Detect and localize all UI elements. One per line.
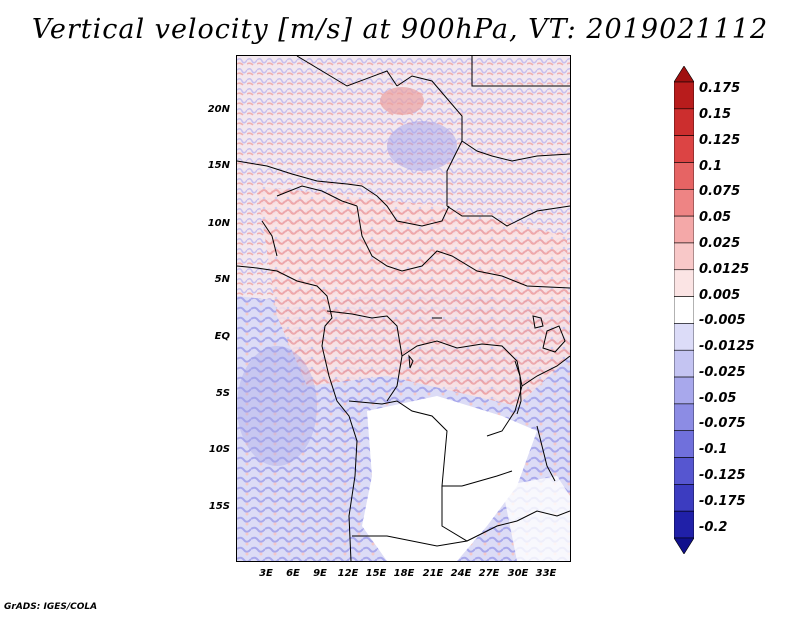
colorbar-label: 0.175 [699, 81, 741, 96]
credit-text: GrADS: IGES/COLA [4, 602, 98, 612]
colorbar-label: 0.0125 [699, 262, 750, 277]
lat-label-eq: EQ [214, 331, 230, 342]
map-canvas [236, 55, 571, 562]
colorbar-bin [674, 484, 694, 512]
colorbar-label: 0.005 [699, 288, 741, 303]
colorbar-bin [674, 296, 694, 324]
colorbar-bin [674, 323, 694, 351]
colorbar-label: -0.175 [699, 494, 746, 509]
colorbar-bin [674, 188, 694, 217]
colorbar-bin [674, 66, 694, 83]
lon-label-3e: 3E [259, 568, 273, 579]
colorbar-bin [674, 430, 694, 458]
colorbar-label: -0.1 [699, 442, 728, 457]
colorbar-bin [674, 537, 694, 554]
lat-label-20n: 20N [207, 104, 230, 115]
map-panel [236, 55, 571, 562]
lat-label-5s: 5S [215, 388, 230, 399]
south-quiet-region [362, 396, 537, 561]
strong-updraft-patch [380, 87, 424, 115]
lon-label-33e: 33E [535, 568, 557, 579]
colorbar-label: -0.075 [699, 416, 746, 431]
lat-label-15s: 15S [208, 501, 230, 512]
map-title: Vertical velocity [m/s] at 900hPa, VT: 2… [31, 14, 769, 45]
colorbar-label: 0.05 [699, 210, 732, 225]
colorbar-bin [674, 510, 694, 539]
colorbar-label: 0.025 [699, 236, 741, 251]
lon-label-27e: 27E [478, 568, 500, 579]
lon-label-21e: 21E [422, 568, 444, 579]
lat-label-15n: 15N [207, 160, 230, 171]
colorbar-bin [674, 376, 694, 405]
lon-label-9e: 9E [313, 568, 327, 579]
colorbar-label: -0.0125 [699, 339, 755, 354]
colorbar-label: 0.075 [699, 184, 741, 199]
colorbar-bin [674, 457, 694, 485]
colorbar-label: -0.125 [699, 468, 746, 483]
lon-label-30e: 30E [507, 568, 529, 579]
colorbar-bin [674, 242, 694, 271]
colorbar-label: 0.15 [699, 107, 732, 122]
colorbar-label: -0.05 [699, 391, 737, 406]
lat-label-5n: 5N [214, 274, 230, 285]
colorbar-bin [674, 215, 694, 244]
colorbar-bin [674, 403, 694, 432]
colorbar-bin [674, 108, 694, 136]
colorbar-bin [674, 135, 694, 163]
lon-label-18e: 18E [393, 568, 415, 579]
colorbar-bin [674, 162, 694, 190]
colorbar-label: 0.125 [699, 133, 741, 148]
colorbar-bin [674, 349, 694, 378]
colorbar-label: 0.1 [699, 159, 723, 174]
lon-label-24e: 24E [450, 568, 472, 579]
downdraft-patch [387, 121, 457, 171]
downdraft-patch-west [237, 346, 317, 466]
lon-label-12e: 12E [337, 568, 359, 579]
colorbar-label: -0.2 [699, 520, 728, 535]
lakes [408, 315, 566, 482]
lon-label-6e: 6E [286, 568, 300, 579]
colorbar-bin [674, 269, 694, 297]
colorbar-label: -0.025 [699, 365, 746, 380]
central-africa-redfield [257, 186, 570, 406]
colorbar-bin [674, 81, 694, 110]
lat-label-10n: 10N [207, 218, 230, 229]
southeast-quiet-region [502, 476, 570, 561]
colorbar-label: -0.005 [699, 313, 746, 328]
lon-label-15e: 15E [365, 568, 387, 579]
country-borders [236, 55, 571, 562]
colorbar [674, 66, 694, 554]
lat-label-10s: 10S [208, 444, 230, 455]
